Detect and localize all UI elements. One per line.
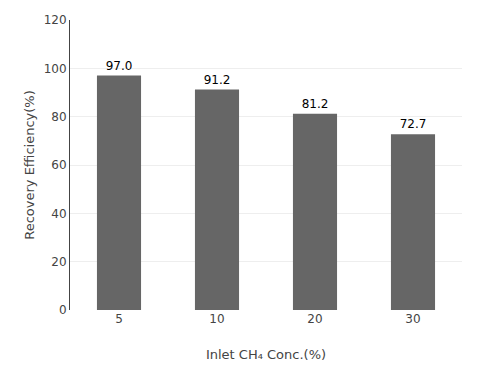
svg-text:60: 60 (51, 158, 66, 172)
svg-text:20: 20 (51, 255, 66, 269)
svg-text:120: 120 (44, 13, 67, 27)
svg-text:100: 100 (44, 62, 67, 76)
svg-text:10: 10 (209, 312, 224, 326)
svg-text:Recovery Efficiency(%): Recovery Efficiency(%) (22, 90, 37, 240)
svg-text:20: 20 (307, 312, 322, 326)
svg-text:91.2: 91.2 (204, 73, 231, 87)
svg-text:40: 40 (51, 207, 66, 221)
svg-text:0: 0 (59, 303, 67, 317)
svg-text:72.7: 72.7 (400, 117, 427, 131)
svg-text:Inlet CH₄ Conc.(%): Inlet CH₄ Conc.(%) (206, 347, 326, 362)
svg-text:81.2: 81.2 (302, 97, 329, 111)
svg-text:80: 80 (51, 110, 66, 124)
svg-text:30: 30 (405, 312, 420, 326)
svg-text:5: 5 (115, 312, 123, 326)
svg-text:97.0: 97.0 (106, 59, 133, 73)
